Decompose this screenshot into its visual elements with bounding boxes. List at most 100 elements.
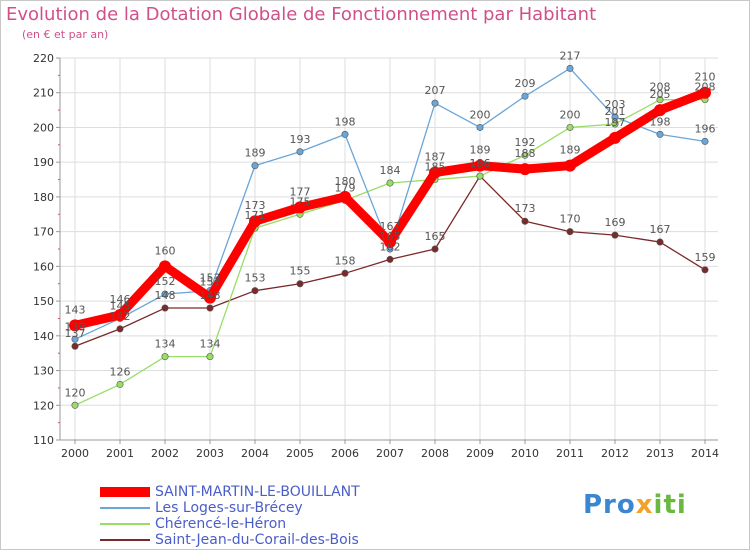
- data-point: [116, 325, 124, 333]
- data-label: 189: [560, 144, 581, 157]
- y-tick-label: 200: [33, 121, 54, 134]
- data-point: [519, 163, 531, 176]
- data-point: [476, 172, 484, 180]
- data-label: 120: [65, 386, 86, 399]
- data-point: [204, 291, 216, 304]
- data-label: 205: [650, 88, 671, 101]
- data-point: [611, 231, 619, 239]
- data-label: 203: [605, 98, 626, 111]
- data-point: [294, 201, 306, 214]
- data-label: 171: [245, 209, 266, 222]
- data-point: [116, 380, 124, 388]
- x-tick-label: 2002: [151, 447, 179, 460]
- data-label: 126: [110, 365, 131, 378]
- data-point: [161, 304, 169, 312]
- data-label: 134: [200, 338, 221, 351]
- x-tick-label: 2013: [646, 447, 674, 460]
- x-tick-label: 2003: [196, 447, 224, 460]
- legend-label: Saint-Jean-du-Corail-des-Bois: [155, 532, 359, 548]
- data-point: [114, 308, 126, 321]
- y-tick-label: 190: [33, 156, 54, 169]
- x-tick-label: 2005: [286, 447, 314, 460]
- data-label: 198: [335, 115, 356, 128]
- data-label: 179: [335, 181, 356, 194]
- data-point: [699, 86, 711, 99]
- data-point: [521, 217, 529, 225]
- data-label: 162: [380, 240, 401, 253]
- data-label: 158: [335, 254, 356, 267]
- y-tick-label: 120: [33, 399, 54, 412]
- data-point: [339, 190, 351, 203]
- data-point: [161, 290, 169, 298]
- x-tick-label: 2012: [601, 447, 629, 460]
- data-label: 208: [650, 81, 671, 94]
- legend-swatch: [100, 523, 150, 525]
- data-label: 139: [65, 320, 86, 333]
- data-point: [161, 353, 169, 361]
- x-tick-label: 2009: [466, 447, 494, 460]
- legend-entry-2: Les Loges-sur-Brécey: [100, 500, 303, 516]
- data-point: [296, 280, 304, 288]
- chart-title: Evolution de la Dotation Globale de Fonc…: [6, 4, 597, 25]
- data-point: [429, 166, 441, 179]
- data-point: [474, 159, 486, 172]
- y-tick-label: 170: [33, 226, 54, 239]
- legend-swatch: [100, 539, 150, 541]
- data-label: 143: [65, 303, 86, 316]
- data-point: [566, 228, 574, 236]
- data-point: [566, 123, 574, 131]
- data-label: 187: [425, 151, 446, 164]
- data-label: 189: [245, 147, 266, 160]
- proxiti-logo: Proxiti: [583, 490, 687, 520]
- data-label: 200: [560, 108, 581, 121]
- x-tick-label: 2010: [511, 447, 539, 460]
- y-tick-label: 130: [33, 365, 54, 378]
- x-tick-label: 2008: [421, 447, 449, 460]
- data-label: 197: [605, 116, 626, 129]
- data-label: 198: [650, 115, 671, 128]
- data-point: [386, 255, 394, 263]
- data-point: [611, 113, 619, 121]
- x-tick-label: 2014: [691, 447, 719, 460]
- data-label: 170: [560, 213, 581, 226]
- x-tick-label: 2004: [241, 447, 269, 460]
- legend-entry-1: SAINT-MARTIN-LE-BOUILLANT: [100, 484, 360, 500]
- data-label: 210: [695, 71, 716, 84]
- data-label: 137: [65, 327, 86, 340]
- data-label: 134: [155, 338, 176, 351]
- data-label: 217: [560, 49, 581, 62]
- data-point: [654, 104, 666, 117]
- data-label: 175: [290, 195, 311, 208]
- legend-label: SAINT-MARTIN-LE-BOUILLANT: [155, 484, 360, 500]
- data-point: [656, 130, 664, 138]
- data-label: 186: [470, 157, 491, 170]
- data-point: [701, 266, 709, 274]
- data-point: [251, 162, 259, 170]
- data-label: 169: [605, 216, 626, 229]
- data-point: [566, 64, 574, 72]
- data-label: 148: [155, 289, 176, 302]
- data-label: 145: [110, 299, 131, 312]
- data-label: 153: [200, 272, 221, 285]
- data-label: 201: [605, 105, 626, 118]
- data-label: 167: [380, 220, 401, 233]
- data-point: [71, 342, 79, 350]
- data-label: 185: [425, 161, 446, 174]
- data-label: 200: [470, 108, 491, 121]
- axes: 110 120 130 140 150 160 170 180 190 200 210 220 2000…: [33, 52, 719, 460]
- data-label: 151: [200, 276, 221, 289]
- legend-swatch: [100, 487, 150, 497]
- data-point: [206, 304, 214, 312]
- data-label: 159: [695, 251, 716, 264]
- data-label: 165: [380, 230, 401, 243]
- data-point: [476, 123, 484, 131]
- data-point: [521, 151, 529, 159]
- data-label: 188: [515, 147, 536, 160]
- data-point: [384, 236, 396, 249]
- data-point: [521, 92, 529, 100]
- data-label: 167: [650, 223, 671, 236]
- y-tick-label: 220: [33, 52, 54, 65]
- chart-subtitle: (en € et par an): [22, 28, 109, 41]
- x-tick-label: 2011: [556, 447, 584, 460]
